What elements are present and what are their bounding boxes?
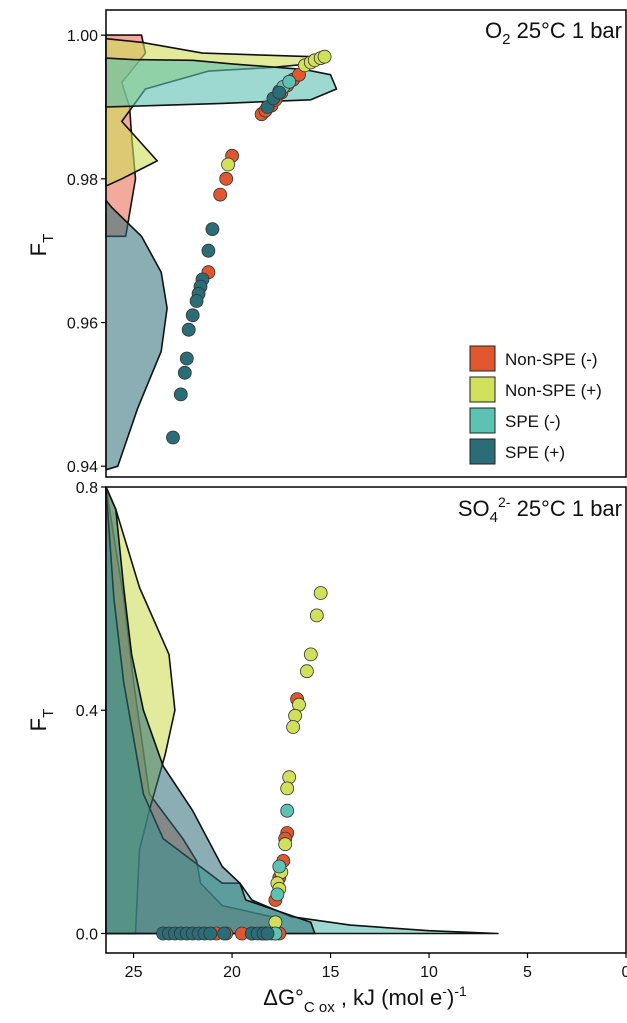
legend-swatch [469,345,496,372]
x-tick-label: 5 [523,964,532,981]
x-tick-label: 0 [622,964,627,981]
data-point [303,647,318,662]
data-point [288,708,303,723]
y-tick-label: 0.94 [67,459,98,476]
x-axis-ticks: 25 20 15 10 5 0 [125,953,627,981]
data-point [280,781,295,796]
data-point [205,222,220,237]
panel-so4: 0.0 0.4 0.8 SO42- 25°C 1 bar FT [26,480,627,954]
data-point [270,887,285,902]
y-tick-label: 0.98 [67,172,98,189]
data-point [185,308,200,323]
legend: Non-SPE (-) Non-SPE (+) SPE (-) SPE (+) [469,345,602,465]
data-point [282,74,297,89]
data-point [309,608,324,623]
data-point [280,803,295,818]
y-tick-label: 0.96 [67,316,98,333]
scatter-layer [156,586,328,941]
density-layer [105,34,338,471]
panel-o2: 0.94 0.96 0.98 1.00 O2 25°C 1 bar FT Non-SP… [26,9,627,478]
y-axis-ticks: 0.94 0.96 0.98 1.00 [67,28,106,476]
legend-label: Non-SPE (+) [505,381,602,400]
density-curve [105,199,168,471]
y-tick-label: 0.0 [76,926,98,943]
data-point [272,859,287,874]
data-point [177,365,192,380]
y-tick-label: 0.8 [76,480,98,497]
data-point [203,926,218,941]
data-point [282,770,297,785]
legend-label: SPE (-) [505,412,561,431]
data-point [317,49,332,64]
panel-title: SO42- 25°C 1 bar [458,494,622,526]
data-point [181,322,196,337]
data-point [189,294,204,308]
legend-swatch [469,376,496,403]
data-point [219,171,234,186]
y-axis-title: FT [26,709,57,732]
panel-title: O2 25°C 1 bar [485,18,622,48]
legend-label: SPE (+) [505,443,565,462]
data-point [179,351,194,366]
x-tick-label: 15 [322,964,340,981]
legend-label: Non-SPE (-) [505,350,598,369]
data-point [173,387,188,402]
x-tick-label: 20 [223,964,241,981]
data-point [166,430,180,445]
data-point [272,85,287,100]
data-point [260,926,275,941]
data-point [221,157,236,172]
legend-swatch [469,438,496,465]
data-point [286,720,301,734]
data-point [217,926,232,941]
data-point [299,664,314,679]
x-axis-title: ΔG°C ox , kJ (mol e-)-1 [263,983,467,1016]
data-point [278,837,293,852]
y-axis-ticks: 0.0 0.4 0.8 [76,480,106,943]
data-point [201,243,216,258]
x-tick-label: 25 [125,964,143,981]
legend-swatch [469,407,496,434]
data-point [313,586,328,600]
y-tick-label: 1.00 [67,28,98,45]
data-point [213,187,228,202]
y-axis-title: FT [26,234,57,257]
y-tick-label: 0.4 [76,703,98,720]
x-tick-label: 10 [420,964,438,981]
density-curve [105,486,316,935]
scatter-layer [166,49,332,445]
